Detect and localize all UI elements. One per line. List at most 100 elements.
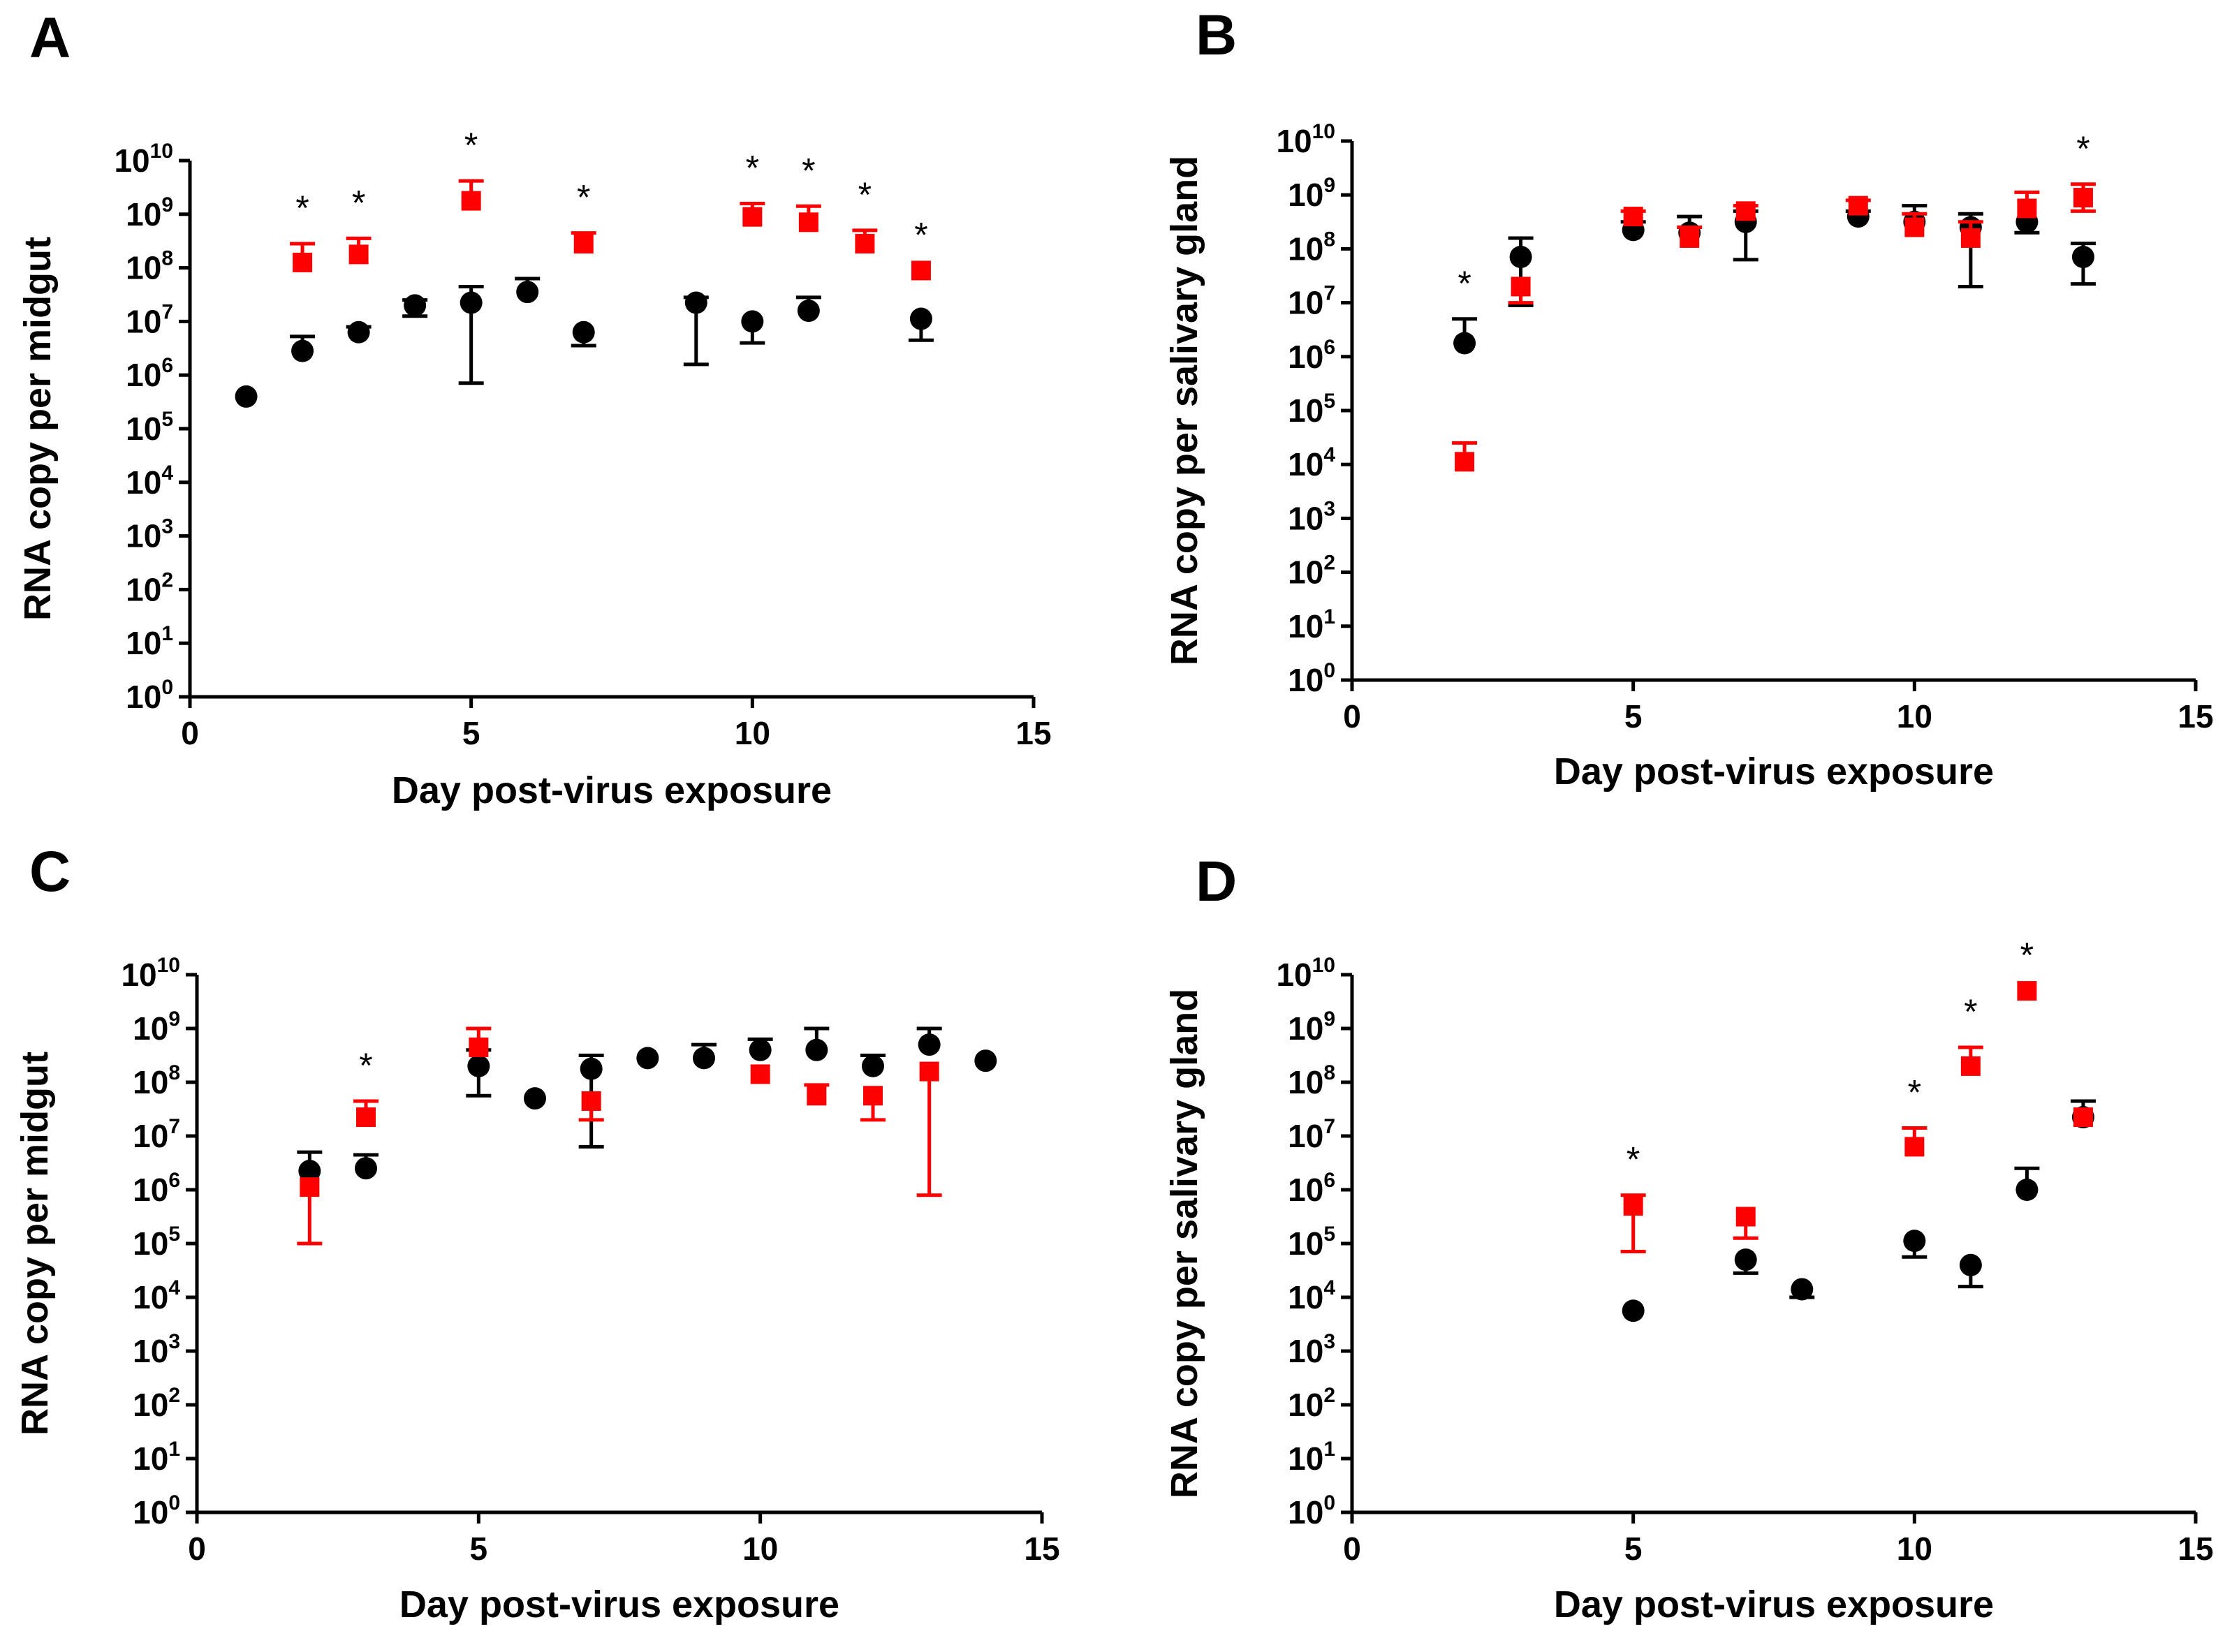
- y-tick-base: 10: [126, 464, 161, 501]
- x-tick-label: 5: [462, 715, 480, 751]
- x-tick-label: 0: [181, 715, 199, 751]
- data-point-square: [356, 1107, 376, 1128]
- y-tick-label: 100: [133, 1491, 180, 1531]
- data-point-circle: [974, 1049, 997, 1072]
- y-tick-exponent: 6: [1323, 1169, 1335, 1192]
- x-axis-title: Day post-virus exposure: [1554, 1584, 1994, 1625]
- y-tick-exponent: 1: [168, 1438, 180, 1461]
- data-point-square: [300, 1177, 320, 1197]
- y-tick-base: 10: [133, 1333, 168, 1369]
- data-point-square: [1848, 196, 1868, 216]
- x-tick-label: 15: [2178, 698, 2213, 735]
- y-tick-base: 10: [1288, 1387, 1323, 1423]
- y-axis-title: RNA copy per midgut: [17, 237, 59, 621]
- x-axis-title: Day post-virus exposure: [1554, 751, 1994, 792]
- y-tick-label: 1010: [1276, 954, 1335, 993]
- y-tick-exponent: 7: [161, 300, 173, 323]
- x-tick-label: 5: [1624, 698, 1643, 735]
- y-tick-base: 10: [126, 303, 161, 339]
- series-black-circles: [1452, 204, 2096, 355]
- y-tick-exponent: 4: [1323, 443, 1335, 466]
- data-point-circle: [741, 310, 764, 333]
- y-tick-base: 10: [114, 142, 149, 179]
- significance-star: *: [295, 189, 309, 228]
- y-tick-exponent: 1: [161, 622, 173, 645]
- y-tick-label: 102: [1288, 552, 1335, 591]
- panel-d: D0 5 10 15100101102103104105106107108109101…: [1163, 850, 2214, 1625]
- data-point-square: [742, 207, 763, 227]
- significance-star: *: [1964, 992, 1977, 1031]
- y-tick-base: 10: [1288, 1279, 1323, 1315]
- y-tick-label: 102: [133, 1384, 180, 1423]
- y-tick-base: 10: [1288, 1494, 1323, 1531]
- y-tick-base: 10: [1288, 446, 1323, 482]
- data-point-square: [1904, 217, 1925, 237]
- data-point-square: [1904, 1137, 1925, 1157]
- y-tick-base: 10: [1288, 608, 1323, 644]
- significance-star: *: [1457, 264, 1471, 303]
- y-tick-exponent: 8: [168, 1061, 180, 1084]
- y-tick-exponent: 3: [1323, 1330, 1335, 1353]
- y-tick-exponent: 0: [1323, 659, 1335, 682]
- data-point-circle: [1959, 1253, 1982, 1276]
- y-tick-exponent: 8: [1323, 1061, 1335, 1084]
- data-point-circle: [347, 320, 370, 344]
- series-red-squares: [297, 1026, 942, 1246]
- series-black-circles: [1622, 1099, 2096, 1322]
- x-tick-label: 10: [1897, 698, 1932, 735]
- y-tick-exponent: 7: [1323, 282, 1335, 305]
- data-point-square: [855, 234, 875, 254]
- significance-star: *: [914, 215, 927, 254]
- y-tick-exponent: 7: [168, 1115, 180, 1138]
- data-point-circle: [636, 1047, 659, 1070]
- data-point-circle: [1453, 332, 1476, 355]
- y-tick-base: 10: [126, 518, 161, 554]
- y-tick-base: 10: [1288, 392, 1323, 429]
- data-point-square: [573, 234, 594, 254]
- y-tick-exponent: 2: [168, 1384, 180, 1407]
- y-tick-base: 10: [1288, 177, 1323, 213]
- x-tick-label: 0: [1343, 698, 1361, 735]
- significance-star: *: [464, 126, 478, 165]
- data-point-circle: [1734, 1248, 1757, 1271]
- series-black-circles: [297, 1026, 997, 1183]
- y-tick-base: 10: [133, 1118, 168, 1154]
- x-axis-title: Day post-virus exposure: [392, 769, 832, 811]
- data-point-square: [2073, 1107, 2093, 1128]
- data-point-square: [1455, 452, 1475, 472]
- y-tick-base: 10: [1288, 285, 1323, 321]
- y-tick-base: 10: [126, 679, 161, 715]
- panel-letter: D: [1196, 850, 1237, 913]
- y-tick-base: 10: [126, 411, 161, 447]
- y-tick-label: 103: [126, 515, 173, 554]
- y-tick-label: 102: [126, 568, 173, 607]
- y-tick-base: 10: [133, 1440, 168, 1477]
- y-tick-exponent: 1: [1323, 1438, 1335, 1461]
- panel-letter: C: [29, 840, 71, 904]
- panel-a: A0 5 10 15100101102103104105106107108109101…: [17, 6, 1052, 811]
- significance-star: *: [1626, 1140, 1640, 1179]
- y-tick-base: 10: [133, 1010, 168, 1047]
- y-tick-label: 107: [133, 1115, 180, 1154]
- y-tick-label: 100: [1288, 659, 1335, 698]
- y-tick-label: 105: [1288, 1223, 1335, 1262]
- x-axis-title: Day post-virus exposure: [399, 1584, 839, 1625]
- y-tick-label: 104: [1288, 1276, 1335, 1315]
- x-tick-label: 10: [735, 715, 770, 751]
- y-tick-exponent: 7: [1323, 1115, 1335, 1138]
- y-tick-base: 10: [126, 250, 161, 286]
- y-tick-exponent: 6: [168, 1169, 180, 1192]
- y-tick-base: 10: [1288, 1118, 1323, 1154]
- y-tick-label: 104: [126, 462, 173, 501]
- y-tick-base: 10: [1288, 554, 1323, 591]
- y-tick-base: 10: [1288, 1440, 1323, 1477]
- data-point-circle: [404, 294, 427, 317]
- y-tick-exponent: 8: [1323, 228, 1335, 251]
- significance-star: *: [352, 183, 365, 222]
- data-point-circle: [2071, 245, 2094, 268]
- data-point-square: [863, 1086, 883, 1106]
- y-axis-title: RNA copy per salivary gland: [1163, 989, 1205, 1498]
- y-tick-label: 109: [1288, 174, 1335, 213]
- x-tick-label: 10: [1897, 1531, 1932, 1567]
- y-tick-exponent: 6: [1323, 336, 1335, 359]
